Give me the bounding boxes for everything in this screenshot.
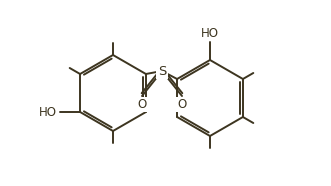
Text: HO: HO (201, 27, 219, 40)
Text: HO: HO (39, 105, 57, 118)
Text: O: O (177, 98, 187, 111)
Text: S: S (158, 65, 166, 78)
Text: O: O (137, 98, 147, 111)
